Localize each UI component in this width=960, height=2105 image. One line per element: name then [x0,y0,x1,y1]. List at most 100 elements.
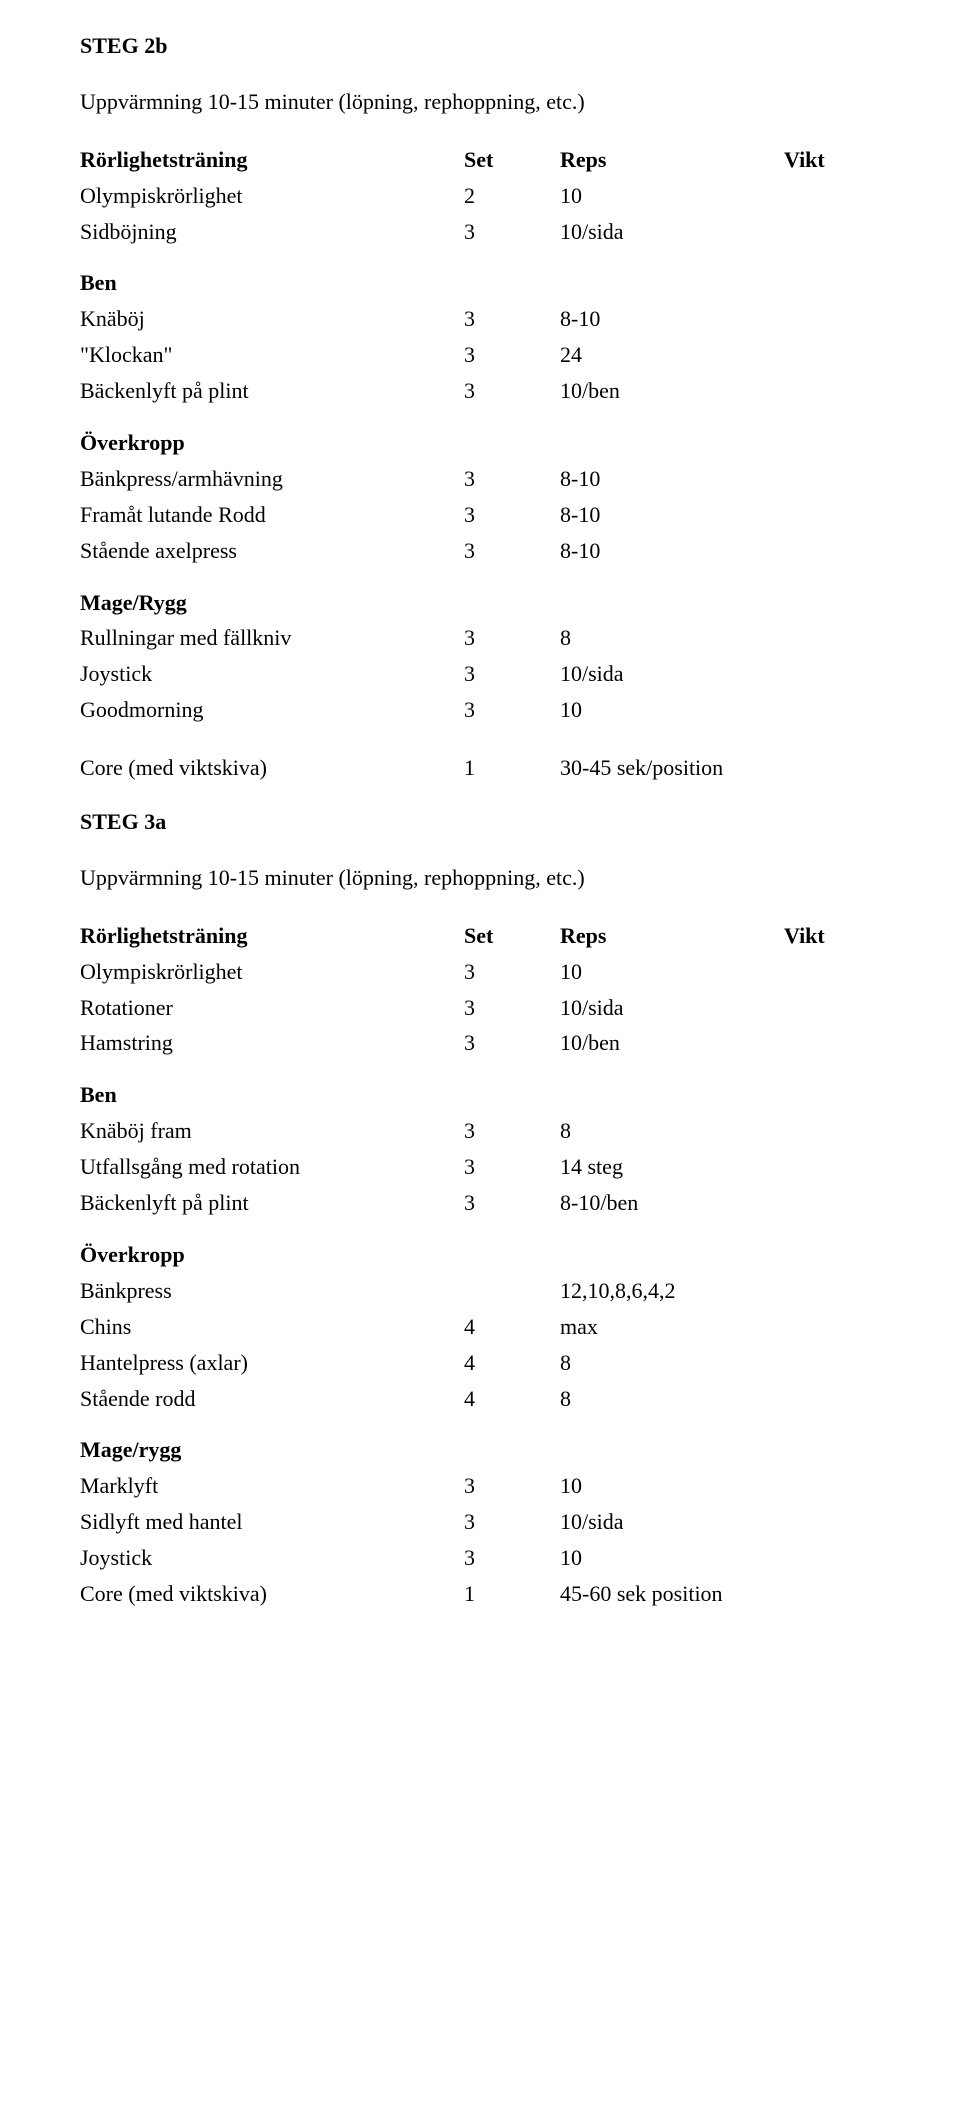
exercise-name: Chins [80,1309,464,1345]
exercise-reps: 8-10 [560,533,784,569]
subheading-cell [560,249,784,301]
exercise-weight [784,1345,880,1381]
exercise-name: Marklyft [80,1468,464,1504]
exercise-sets: 4 [464,1345,560,1381]
exercise-name: Hamstring [80,1025,464,1061]
exercise-row: Joystick310/sida [80,656,880,692]
exercise-reps: max [560,1309,784,1345]
subheading-row: Överkropp [80,1221,880,1273]
exercise-row: Framåt lutande Rodd38-10 [80,497,880,533]
exercise-name: Framåt lutande Rodd [80,497,464,533]
exercise-sets: 3 [464,461,560,497]
exercise-row: Rullningar med fällkniv38 [80,620,880,656]
exercise-weight [784,750,880,786]
subheading-cell [560,1221,784,1273]
exercise-weight [784,1273,880,1309]
exercise-name: Goodmorning [80,692,464,728]
exercise-row: Stående rodd48 [80,1381,880,1417]
exercise-row: Bänkpress/armhävning38-10 [80,461,880,497]
table-header-cell: Reps [560,142,784,178]
exercise-sets: 3 [464,990,560,1026]
subheading: Ben [80,249,464,301]
exercise-sets: 3 [464,1025,560,1061]
exercise-reps: 8 [560,620,784,656]
exercise-reps: 8-10/ben [560,1185,784,1221]
exercise-name: Joystick [80,1540,464,1576]
exercise-row: Knäböj38-10 [80,301,880,337]
exercise-name: Stående rodd [80,1381,464,1417]
warmup-text: Uppvärmning 10-15 minuter (löpning, reph… [80,86,880,118]
exercise-row: Core (med viktskiva)145-60 sek position [80,1576,880,1612]
exercise-name: Rotationer [80,990,464,1026]
exercise-sets: 2 [464,178,560,214]
exercise-sets: 3 [464,656,560,692]
table-header-row: RörlighetsträningSetRepsVikt [80,142,880,178]
exercise-reps: 10/sida [560,990,784,1026]
exercise-weight [784,497,880,533]
exercise-table: RörlighetsträningSetRepsViktOlympiskrörl… [80,142,880,786]
blank-row [80,728,880,750]
exercise-sets: 3 [464,214,560,250]
exercise-name: Sidlyft med hantel [80,1504,464,1540]
exercise-weight [784,1540,880,1576]
exercise-row: Olympiskrörlighet210 [80,178,880,214]
exercise-weight [784,1468,880,1504]
table-header-cell: Set [464,142,560,178]
exercise-reps: 10 [560,692,784,728]
subheading-cell [784,569,880,621]
exercise-sets: 3 [464,620,560,656]
exercise-weight [784,954,880,990]
exercise-row: Bänkpress12,10,8,6,4,2 [80,1273,880,1309]
exercise-weight [784,1504,880,1540]
exercise-reps: 10 [560,1540,784,1576]
table-header-cell: Reps [560,918,784,954]
exercise-sets: 3 [464,1504,560,1540]
exercise-sets: 1 [464,1576,560,1612]
exercise-sets: 3 [464,1468,560,1504]
exercise-name: Bänkpress/armhävning [80,461,464,497]
exercise-reps: 14 steg [560,1149,784,1185]
exercise-reps: 8 [560,1345,784,1381]
exercise-row: Knäböj fram38 [80,1113,880,1149]
exercise-row: Olympiskrörlighet310 [80,954,880,990]
exercise-reps: 30-45 sek/position [560,750,784,786]
exercise-name: Core (med viktskiva) [80,750,464,786]
table-header-cell: Vikt [784,918,880,954]
exercise-sets: 3 [464,533,560,569]
subheading-cell [784,249,880,301]
exercise-name: Sidböjning [80,214,464,250]
exercise-name: Utfallsgång med rotation [80,1149,464,1185]
subheading-cell [560,409,784,461]
exercise-weight [784,178,880,214]
exercise-weight [784,1309,880,1345]
exercise-name: Bänkpress [80,1273,464,1309]
exercise-name: Stående axelpress [80,533,464,569]
exercise-row: Goodmorning310 [80,692,880,728]
subheading-cell [560,1416,784,1468]
exercise-sets: 4 [464,1381,560,1417]
subheading-cell [784,409,880,461]
table-header-cell: Rörlighetsträning [80,142,464,178]
exercise-weight [784,1025,880,1061]
exercise-name: Hantelpress (axlar) [80,1345,464,1381]
exercise-weight [784,533,880,569]
subheading-cell [560,569,784,621]
exercise-sets: 3 [464,373,560,409]
exercise-reps: 24 [560,337,784,373]
exercise-name: Knäböj [80,301,464,337]
subheading-cell [464,1416,560,1468]
exercise-weight [784,1113,880,1149]
subheading-row: Mage/rygg [80,1416,880,1468]
exercise-sets: 3 [464,497,560,533]
exercise-weight [784,1576,880,1612]
exercise-row: Bäckenlyft på plint310/ben [80,373,880,409]
exercise-weight [784,692,880,728]
exercise-sets: 3 [464,1540,560,1576]
exercise-weight [784,461,880,497]
subheading-row: Överkropp [80,409,880,461]
exercise-reps: 10 [560,1468,784,1504]
exercise-reps: 10/sida [560,656,784,692]
exercise-row: Rotationer310/sida [80,990,880,1026]
exercise-reps: 10/ben [560,1025,784,1061]
exercise-sets: 3 [464,1149,560,1185]
